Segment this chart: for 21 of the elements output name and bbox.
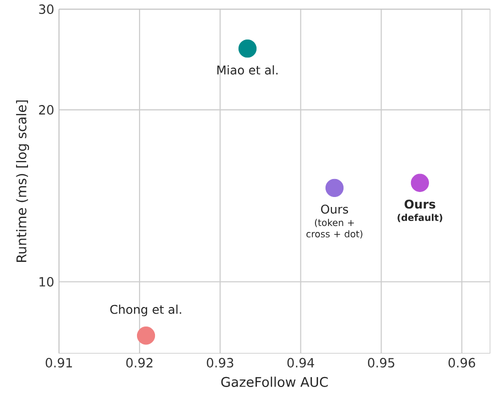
x-tick-label: 0.94 <box>287 358 314 368</box>
series-label: Chong et al. <box>110 304 182 316</box>
y-tick-label: 20 <box>39 104 54 115</box>
annotation: (default) <box>398 214 442 222</box>
x-tick-label: 0.96 <box>448 358 476 368</box>
series-label: Miao et al. <box>217 65 278 74</box>
annotation: (token + cross + dot) <box>306 218 362 238</box>
y-tick-label: 10 <box>40 276 54 286</box>
x-tick-label: 0.95 <box>368 358 394 368</box>
x-tick-label: 0.92 <box>126 358 152 368</box>
point <box>410 174 429 192</box>
y-tick-label: 30 <box>39 4 54 14</box>
series-label: Ours <box>404 199 436 209</box>
point <box>238 39 257 58</box>
point <box>136 326 156 345</box>
point <box>325 178 344 197</box>
x-tick-label: 0.91 <box>46 358 72 368</box>
series-label: Ours <box>321 204 348 214</box>
x-axis-title: GazeFollow AUC <box>221 376 328 387</box>
y-axis-title: Runtime (ms) [log scale] <box>16 100 30 262</box>
x-tick-label: 0.93 <box>206 358 234 368</box>
